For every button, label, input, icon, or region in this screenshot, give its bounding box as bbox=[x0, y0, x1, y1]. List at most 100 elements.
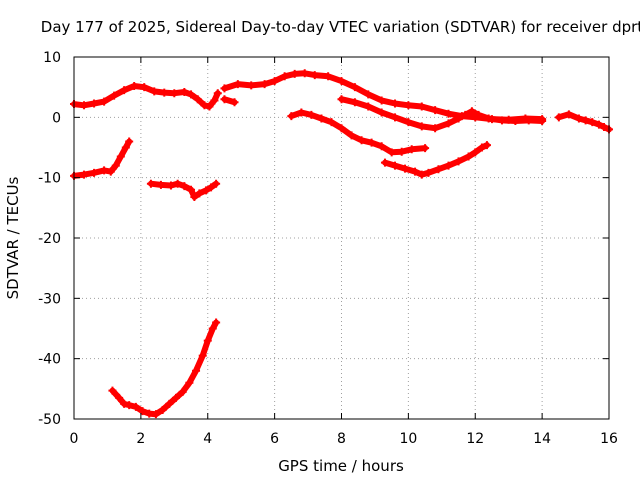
data-point bbox=[444, 109, 453, 118]
data-point bbox=[173, 179, 182, 188]
y-tick-label: -40 bbox=[38, 352, 61, 368]
data-point bbox=[471, 148, 480, 157]
data-point bbox=[200, 101, 209, 110]
data-point bbox=[202, 186, 211, 195]
data-point bbox=[180, 182, 189, 191]
data-point bbox=[337, 77, 346, 86]
data-point bbox=[404, 118, 413, 127]
data-point bbox=[150, 87, 159, 96]
data-point bbox=[511, 116, 520, 125]
data-point bbox=[498, 116, 506, 125]
data-point bbox=[297, 108, 306, 117]
data-point bbox=[207, 183, 216, 192]
x-tick-label: 6 bbox=[270, 431, 279, 447]
data-point bbox=[467, 107, 476, 116]
data-point bbox=[178, 387, 187, 396]
y-tick-label: -20 bbox=[38, 231, 61, 247]
data-point bbox=[464, 152, 473, 161]
data-point bbox=[564, 110, 573, 119]
x-tick-label: 14 bbox=[533, 431, 551, 447]
data-point bbox=[270, 77, 279, 86]
data-point bbox=[554, 113, 563, 122]
data-point bbox=[421, 144, 430, 153]
data-point bbox=[377, 96, 386, 105]
data-point bbox=[110, 91, 119, 100]
data-point bbox=[300, 69, 309, 78]
y-tick-label: -10 bbox=[38, 171, 61, 187]
x-tick-label: 2 bbox=[136, 431, 145, 447]
data-point bbox=[599, 122, 608, 131]
data-point bbox=[357, 136, 366, 145]
data-point bbox=[193, 95, 202, 104]
data-point bbox=[213, 89, 222, 98]
data-point bbox=[287, 112, 296, 121]
data-point bbox=[247, 81, 256, 90]
data-point bbox=[131, 402, 140, 411]
data-point bbox=[317, 114, 326, 123]
data-point bbox=[203, 336, 212, 345]
data-point bbox=[407, 145, 416, 154]
data-point bbox=[337, 124, 346, 133]
data-point bbox=[170, 89, 179, 98]
data-point bbox=[380, 158, 389, 167]
data-point bbox=[461, 110, 470, 119]
data-point bbox=[125, 401, 134, 410]
data-point bbox=[205, 102, 214, 111]
data-point bbox=[185, 378, 194, 387]
data-point bbox=[158, 405, 167, 414]
data-point bbox=[220, 84, 229, 93]
data-point bbox=[290, 69, 299, 78]
data-point bbox=[347, 131, 356, 140]
data-point bbox=[121, 143, 130, 152]
data-point bbox=[327, 118, 336, 127]
data-point bbox=[454, 114, 463, 123]
data-point bbox=[198, 351, 207, 360]
data-point bbox=[424, 168, 433, 177]
data-point bbox=[171, 393, 180, 402]
data-point bbox=[120, 86, 129, 95]
data-point bbox=[444, 161, 453, 170]
x-tick-label: 10 bbox=[399, 431, 417, 447]
data-point bbox=[187, 90, 196, 99]
data-point bbox=[377, 108, 386, 117]
x-tick-label: 12 bbox=[466, 431, 484, 447]
data-point bbox=[80, 101, 89, 110]
data-point bbox=[208, 324, 217, 333]
data-point bbox=[474, 110, 483, 119]
data-point bbox=[90, 168, 99, 177]
data-point bbox=[230, 98, 239, 107]
data-point bbox=[367, 138, 376, 147]
data-point bbox=[80, 170, 89, 179]
x-tick-label: 4 bbox=[203, 431, 212, 447]
data-point bbox=[260, 80, 269, 89]
data-point bbox=[594, 120, 603, 129]
y-axis-label: SDTVAR / TECUs bbox=[4, 176, 22, 299]
data-point bbox=[151, 410, 160, 419]
data-point bbox=[477, 143, 486, 152]
data-point bbox=[391, 99, 399, 108]
data-point bbox=[377, 142, 386, 151]
data-point bbox=[417, 170, 426, 179]
data-point bbox=[120, 399, 129, 408]
data-point bbox=[350, 83, 359, 92]
data-point bbox=[138, 407, 147, 416]
chart-title: Day 177 of 2025, Sidereal Day-to-day VTE… bbox=[41, 18, 640, 36]
data-point bbox=[280, 72, 289, 81]
data-point bbox=[212, 179, 221, 188]
data-point bbox=[444, 119, 453, 128]
data-point bbox=[411, 167, 420, 176]
data-point bbox=[212, 318, 221, 327]
data-point bbox=[482, 141, 491, 150]
data-point bbox=[588, 118, 597, 127]
y-tick-label: 10 bbox=[43, 50, 61, 66]
data-point bbox=[100, 166, 109, 175]
data-point bbox=[160, 88, 169, 97]
data-point bbox=[364, 90, 373, 99]
data-point bbox=[140, 83, 149, 92]
data-point bbox=[337, 95, 346, 104]
data-point bbox=[111, 161, 120, 170]
data-point bbox=[574, 114, 583, 123]
data-point bbox=[146, 179, 155, 188]
data-point bbox=[108, 386, 117, 395]
